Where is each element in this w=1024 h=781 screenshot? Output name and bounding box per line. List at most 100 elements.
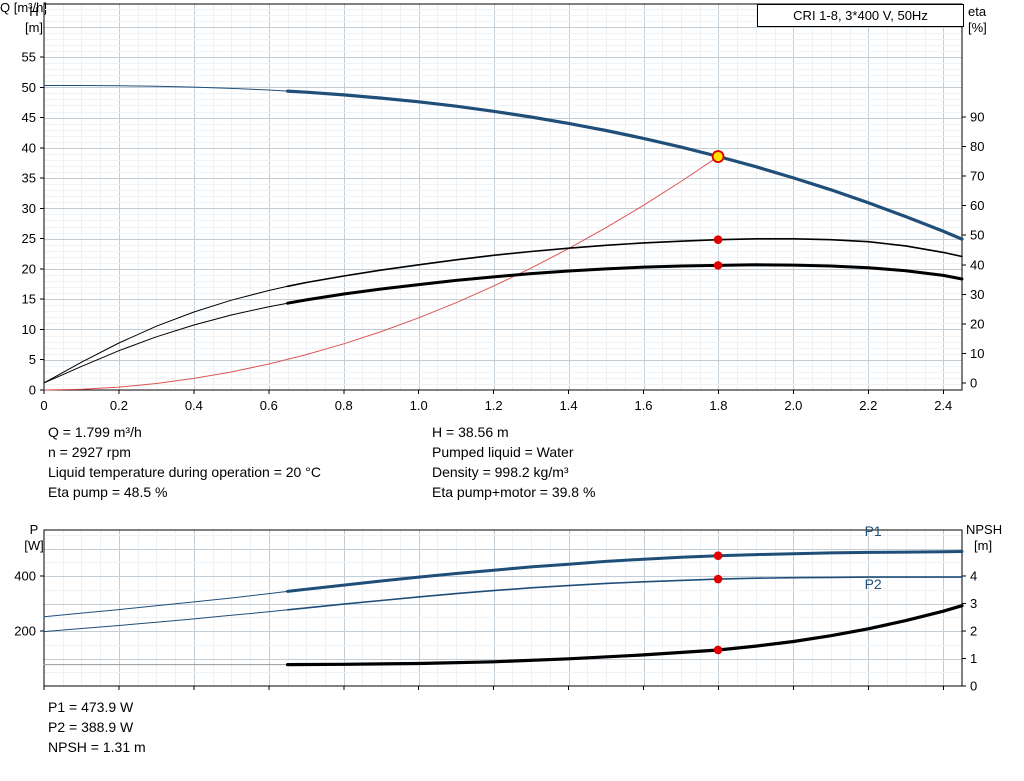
hq-eta-chart: 0 5 10 15 20 25 30 35 40 45 50 55 0 10 20 30 40 50 60 70 80 9… (22, 3, 985, 413)
curve-p2-curve (286, 576, 963, 611)
info-head: H = 38.56 m (432, 424, 509, 440)
head-axis-title: H [m] (19, 4, 49, 36)
npsh-axis-symbol: NPSH (966, 522, 1003, 537)
curve-p2-curve (43, 609, 289, 633)
tick-label: 55 (22, 50, 36, 65)
tick-label: 35 (22, 171, 36, 186)
operating-point-dot (713, 551, 723, 560)
npsh-axis-title: NPSH [m] (966, 522, 1018, 554)
tick-label: 2.0 (784, 398, 802, 413)
tick-label: 10 (22, 322, 36, 337)
curve-p1-curve (286, 550, 964, 593)
duty-point-marker (711, 150, 725, 163)
power-npsh-chart: 200 400 0 1 2 3 4 P1 P2 (14, 523, 977, 693)
curve-system-curve (43, 156, 719, 391)
curve-eta-pump (286, 238, 963, 288)
tick-label: 10 (970, 346, 984, 361)
operating-point-dot (713, 261, 723, 270)
curve-eta-pump-motor (286, 263, 964, 305)
grid (44, 4, 962, 390)
tick-label: 0 (40, 398, 47, 413)
power-axis-title: P [W] (19, 522, 49, 554)
tick-label: 1.4 (560, 398, 578, 413)
grid (44, 530, 962, 686)
tick-label: 200 (14, 624, 36, 639)
info-flow: Q = 1.799 m³/h (48, 424, 142, 440)
pump-type-text: CRI 1-8, 3*400 V, 50Hz (793, 8, 928, 23)
tick-label: 90 (970, 110, 984, 125)
info-liquid-temp: Liquid temperature during operation = 20… (48, 464, 321, 480)
tick-label: 25 (22, 231, 36, 246)
tick-label: 0 (29, 383, 36, 398)
eta-axis-unit: [%] (968, 20, 987, 35)
tick-label: 50 (22, 80, 36, 95)
tick-label: 30 (970, 287, 984, 302)
tick-label: 20 (22, 261, 36, 276)
head-axis-symbol: H (29, 4, 39, 19)
operating-point-dot (713, 574, 723, 584)
tick-label: 1 (970, 651, 977, 666)
plot-border (43, 3, 963, 391)
plot-border (43, 529, 963, 687)
eta-axis-title: eta [%] (968, 4, 1012, 36)
duty-info-left: Q = 1.799 m³/h n = 2927 rpm Liquid tempe… (48, 422, 321, 502)
tick-label: 30 (22, 201, 36, 216)
curve-npsh-curve (286, 604, 964, 667)
series-label-p2: P2 (865, 576, 882, 592)
tick-label: 0.2 (110, 398, 128, 413)
curve-p1-curve (43, 590, 289, 618)
curve-head-curve (43, 85, 289, 92)
tick-label: 60 (970, 198, 984, 213)
tick-label: 20 (970, 316, 984, 331)
tick-label: 0 (970, 375, 977, 390)
tick-label: 80 (970, 139, 984, 154)
info-speed: n = 2927 rpm (48, 444, 131, 460)
head-axis-unit: [m] (24, 20, 44, 35)
tick-label: 2 (970, 624, 977, 639)
eta-axis-symbol: eta (968, 4, 987, 19)
power-axis-unit: [W] (24, 538, 44, 553)
curve-eta-pump (43, 285, 289, 384)
tick-label: 4 (970, 569, 977, 584)
tick-label: 70 (970, 169, 984, 184)
tick-label: 2.2 (859, 398, 877, 413)
tick-label: 0 (970, 679, 977, 694)
tick-label: 1.6 (634, 398, 652, 413)
footer-npsh: NPSH = 1.31 m (48, 739, 146, 755)
tick-label: 40 (22, 140, 36, 155)
info-eta-pump: Eta pump = 48.5 % (48, 484, 168, 500)
tick-label: 1.0 (410, 398, 428, 413)
power-axis-symbol: P (29, 522, 39, 537)
flow-axis-title: Q [m³/h] (0, 0, 47, 15)
tick-label: 2.4 (934, 398, 952, 413)
tick-label: 3 (970, 596, 977, 611)
tick-label: 400 (14, 569, 36, 584)
tick-label: 40 (970, 257, 984, 272)
curve-eta-pump-motor (43, 302, 289, 384)
tick-label: 5 (29, 352, 36, 367)
tick-label: 50 (970, 228, 984, 243)
info-density: Density = 998.2 kg/m³ (432, 464, 569, 480)
footer-p1: P1 = 473.9 W (48, 699, 134, 715)
tick-label: 0.6 (260, 398, 278, 413)
axis-ticks: 200 400 0 1 2 3 4 (14, 569, 977, 694)
tick-label: 0.8 (335, 398, 353, 413)
tick-label: 15 (22, 292, 36, 307)
series-label-p1: P1 (865, 523, 882, 539)
curve-head-curve (286, 89, 964, 241)
npsh-axis-unit: [m] (974, 538, 993, 553)
info-pumped-liquid: Pumped liquid = Water (432, 444, 574, 460)
axis-ticks: 0 5 10 15 20 25 30 35 40 45 50 55 0 10 20 30 40 50 60 70 80 9… (22, 50, 985, 413)
duty-info-right: H = 38.56 m Pumped liquid = Water Densit… (432, 422, 595, 502)
tick-label: 0.4 (185, 398, 203, 413)
operating-point-dot (713, 235, 723, 244)
footer-p2: P2 = 388.9 W (48, 719, 134, 735)
tick-label: 1.8 (709, 398, 727, 413)
footer-values: P1 = 473.9 W P2 = 388.9 W NPSH = 1.31 m (48, 697, 146, 757)
tick-label: 1.2 (485, 398, 503, 413)
tick-label: 45 (22, 110, 36, 125)
info-eta-pump-motor: Eta pump+motor = 39.8 % (432, 484, 596, 500)
operating-point-dot (713, 645, 723, 655)
